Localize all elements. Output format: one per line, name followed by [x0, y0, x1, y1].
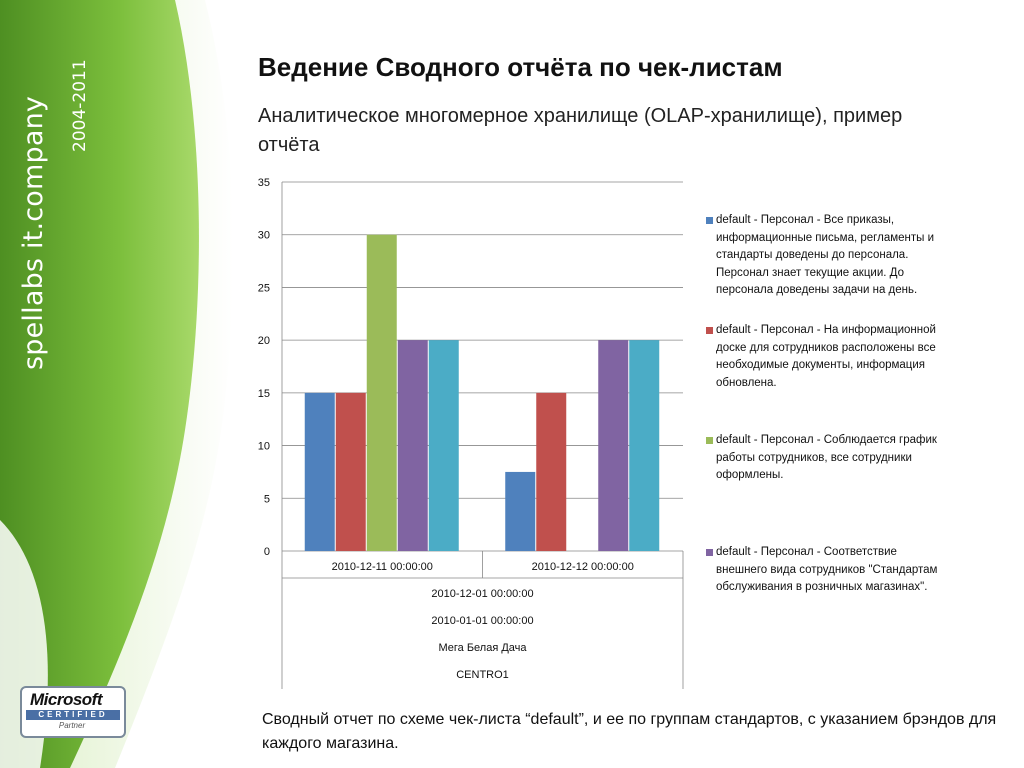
legend-swatch [706, 549, 713, 556]
y-tick-label: 10 [258, 441, 270, 453]
legend-item: default - Персонал - На информационной д… [706, 322, 942, 392]
legend-item: default - Персонал - Соблюдается график … [706, 432, 942, 485]
page-title: Ведение Сводного отчёта по чек-листам [258, 52, 783, 82]
legend-label: default - Персонал - Все приказы, информ… [716, 214, 935, 296]
y-tick-label: 20 [258, 335, 270, 347]
bar [629, 340, 660, 551]
x-group-label: 2010-01-01 00:00:00 [431, 615, 533, 627]
y-tick-label: 0 [264, 546, 270, 558]
legend-label: default - Персонал - Соответствие внешне… [716, 546, 938, 593]
legend-swatch [706, 217, 713, 224]
legend-label: default - Персонал - Соблюдается график … [716, 434, 937, 481]
legend-swatch [706, 327, 713, 334]
bar [397, 340, 428, 551]
legend-swatch [706, 437, 713, 444]
bar [505, 471, 536, 551]
legend-item: default - Персонал - Соответствие внешне… [706, 544, 942, 597]
decorative-green-band [0, 0, 234, 768]
x-group-label: Мега Белая Дача [438, 642, 527, 654]
y-tick-label: 25 [258, 282, 270, 294]
bar [366, 234, 397, 551]
certified-label: CERTIFIED [26, 710, 120, 720]
bar-chart: 0 5 10 15 20 25 30 35 2010-12-11 00:00:00 2010-12… [258, 177, 684, 689]
x-group-label: 2010-12-01 00:00:00 [431, 588, 533, 600]
y-tick-label: 15 [258, 388, 270, 400]
partner-label: Partner [58, 721, 86, 730]
footer-caption: Сводный отчет по схеме чек-листа “defaul… [262, 711, 997, 752]
x-category-label: 2010-12-12 00:00:00 [532, 561, 634, 573]
bar [428, 340, 459, 551]
y-tick-label: 30 [258, 230, 270, 242]
bar [335, 392, 366, 551]
microsoft-certified-partner-logo: Microsoft CERTIFIED Partner [20, 686, 126, 738]
y-tick-label: 35 [258, 177, 270, 189]
legend-label: default - Персонал - На информационной д… [716, 324, 936, 389]
x-category-label: 2010-12-11 00:00:00 [332, 561, 433, 573]
bar [598, 340, 629, 551]
microsoft-wordmark: Microsoft [30, 690, 103, 709]
bar [536, 392, 567, 551]
x-group-label: CENTRO1 [456, 669, 509, 681]
page-subtitle: Аналитическое многомерное хранилище (OLA… [258, 105, 903, 156]
bar [304, 392, 335, 551]
legend-item: default - Персонал - Все приказы, информ… [706, 212, 942, 300]
y-tick-label: 5 [264, 493, 270, 505]
